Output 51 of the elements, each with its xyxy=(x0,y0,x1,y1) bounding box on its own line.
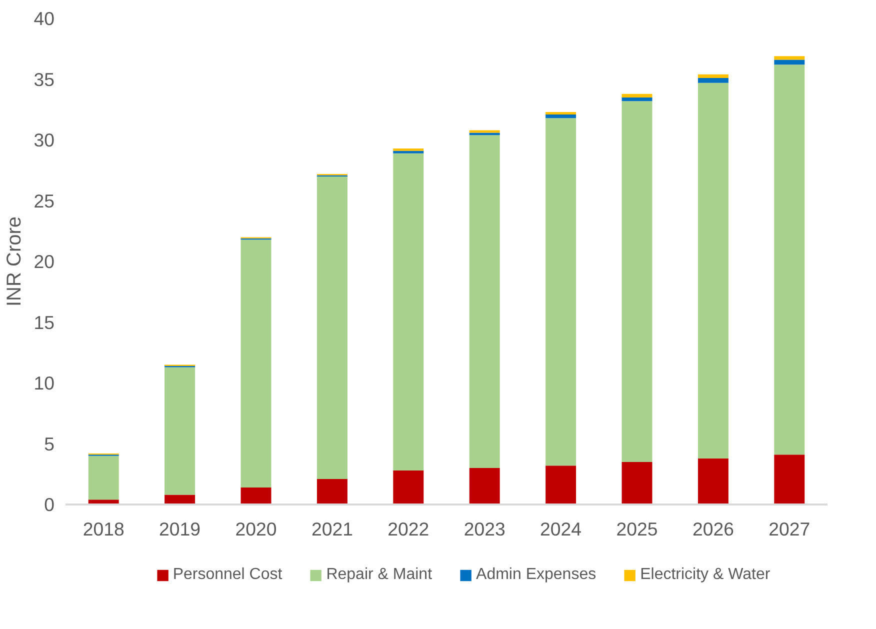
bar xyxy=(622,94,652,98)
bar xyxy=(164,367,196,495)
y-tick-label: 35 xyxy=(34,68,55,90)
legend-label: Electricity & Water xyxy=(640,566,770,584)
bar xyxy=(774,64,805,455)
x-tick-label: 2019 xyxy=(159,518,201,540)
y-tick-label: 0 xyxy=(44,494,55,515)
bar xyxy=(469,468,500,504)
x-tick-label: 2027 xyxy=(768,518,810,540)
bar xyxy=(546,118,576,466)
y-tick-label: 30 xyxy=(34,130,55,150)
bar xyxy=(774,60,805,65)
bar xyxy=(774,454,805,504)
bar xyxy=(240,487,272,504)
bar xyxy=(622,97,652,102)
x-tick-label: 2020 xyxy=(235,518,277,540)
x-tick-label: 2022 xyxy=(388,518,430,540)
bar xyxy=(316,176,348,479)
legend-label: Personnel Cost xyxy=(172,566,282,584)
y-tick-label: 25 xyxy=(34,190,55,212)
x-tick-label: 2021 xyxy=(311,518,353,540)
legend-label: Admin Expenses xyxy=(476,566,596,584)
x-tick-label: 2026 xyxy=(692,518,734,540)
bar xyxy=(393,150,424,154)
bar xyxy=(469,135,500,468)
y-axis-title: INR Crore xyxy=(4,216,26,307)
x-tick-label: 2025 xyxy=(616,518,658,540)
bar xyxy=(698,82,728,458)
bar xyxy=(88,456,119,500)
bar xyxy=(622,101,652,462)
x-tick-label: 2024 xyxy=(540,518,582,540)
legend-label: Repair & Maint xyxy=(326,566,432,584)
bar xyxy=(240,240,272,488)
y-tick-label: 20 xyxy=(34,251,55,272)
bar xyxy=(774,56,805,60)
bar xyxy=(393,470,424,504)
bar xyxy=(316,478,348,504)
bar xyxy=(393,153,424,470)
bar xyxy=(546,466,576,504)
bar xyxy=(546,114,576,118)
y-tick-label: 15 xyxy=(34,312,55,333)
y-tick-label: 5 xyxy=(44,433,55,454)
x-tick-label: 2023 xyxy=(464,518,506,540)
bar xyxy=(469,132,500,136)
bar xyxy=(622,462,652,504)
bar xyxy=(698,74,728,78)
bar xyxy=(698,458,728,504)
y-tick-label: 40 xyxy=(34,8,55,29)
bar xyxy=(698,78,728,83)
y-tick-label: 10 xyxy=(34,372,55,394)
x-tick-label: 2018 xyxy=(82,518,124,540)
